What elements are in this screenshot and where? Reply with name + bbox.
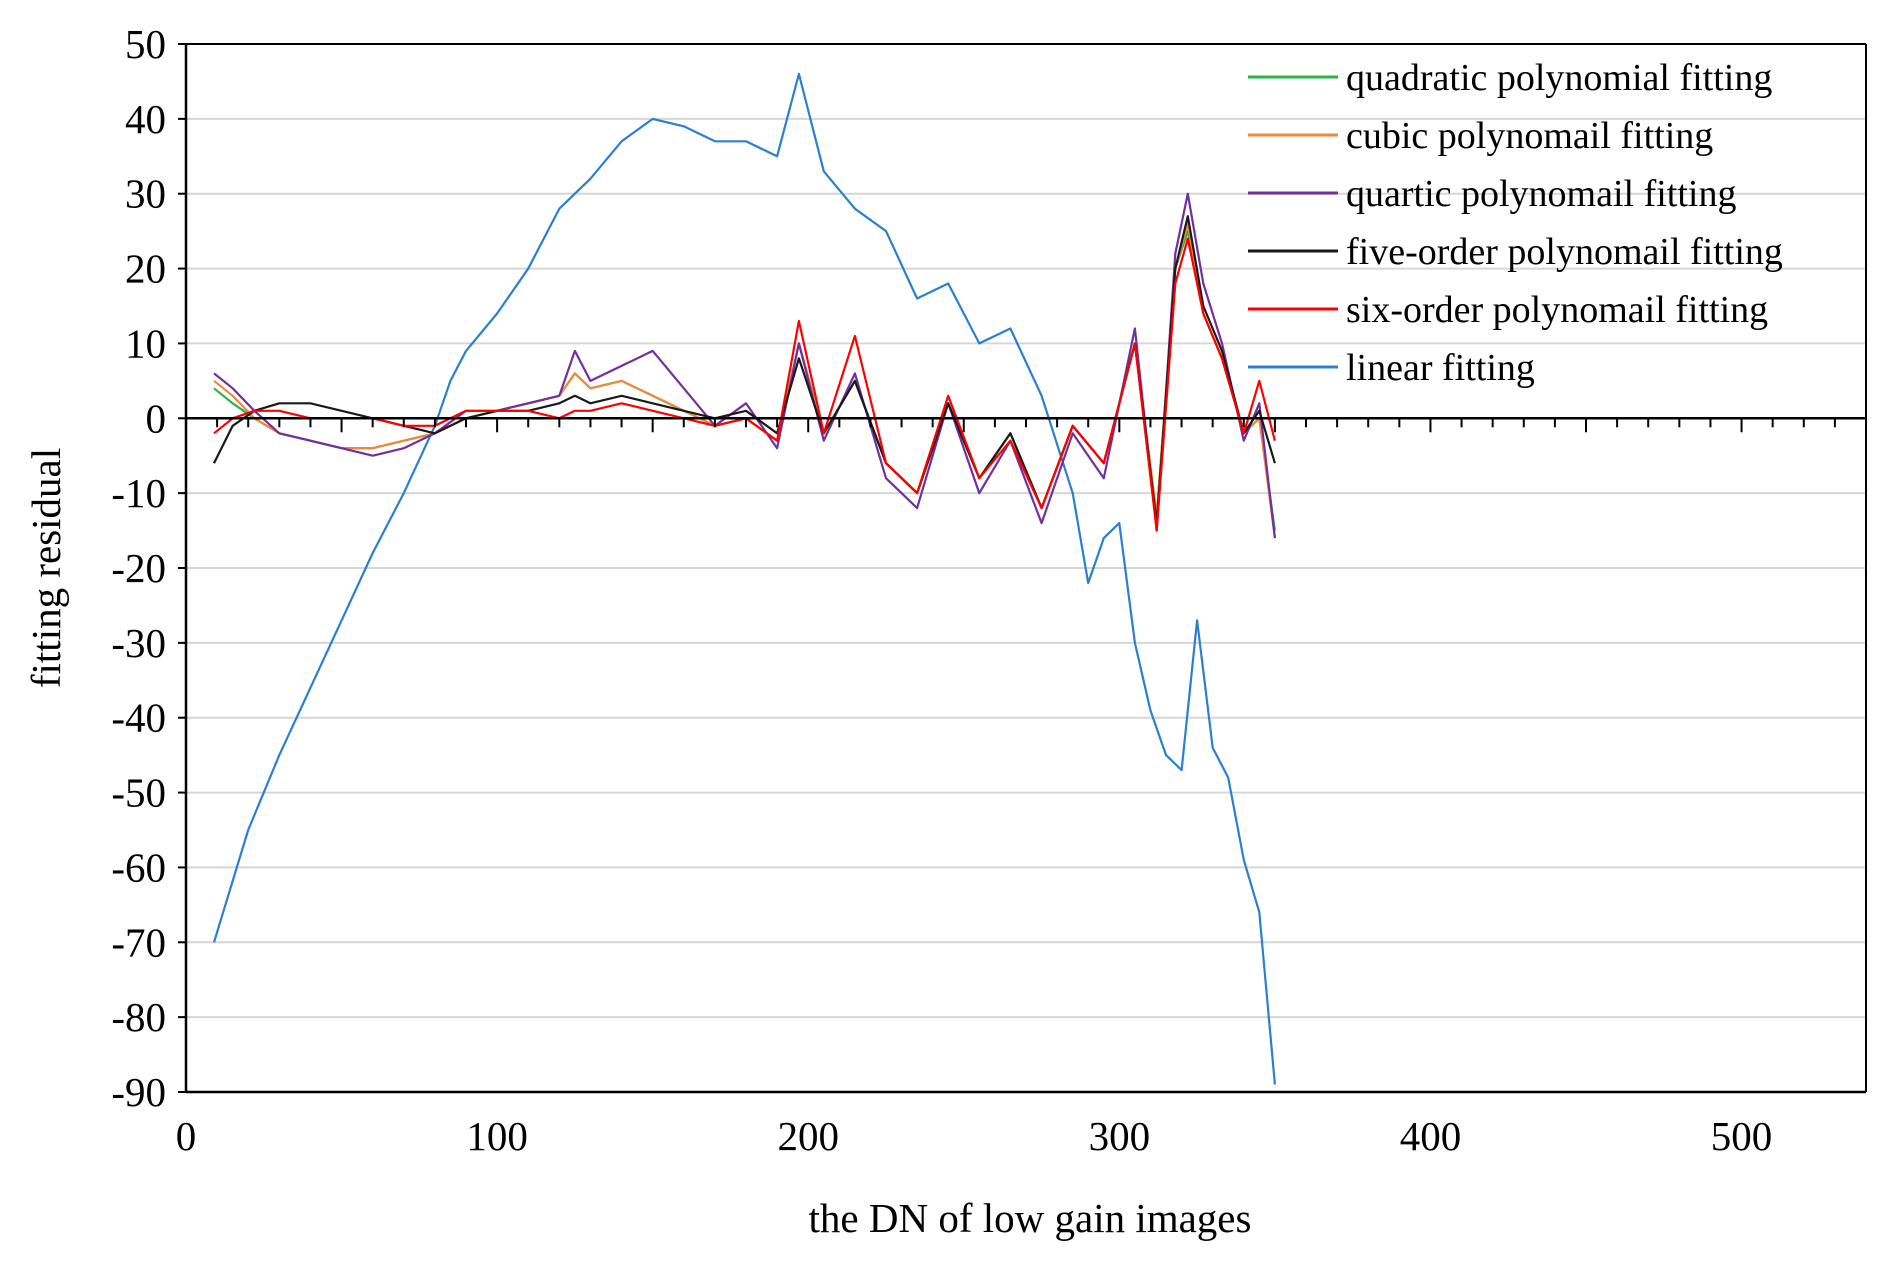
legend-label-five-order-polynomail-fitting: five-order polynomail fitting xyxy=(1346,231,1783,273)
legend-label-quartic-polynomail-fitting: quartic polynomail fitting xyxy=(1346,173,1736,215)
x-tick-label: 200 xyxy=(777,1113,839,1159)
x-axis-title: the DN of low gain images xyxy=(809,1195,1252,1241)
legend: quadratic polynomial fitting cubic polyno… xyxy=(1248,57,1783,389)
x-tick-label: 300 xyxy=(1089,1113,1151,1159)
x-tick-label: 0 xyxy=(176,1113,197,1159)
y-tick-label: -40 xyxy=(111,695,166,741)
y-tick-label: -50 xyxy=(111,770,166,816)
y-tick-label: 50 xyxy=(125,21,166,67)
series-line-six-order-polynomail-fitting xyxy=(213,237,1276,532)
y-tick-label: -30 xyxy=(111,620,166,666)
y-tick-label: -70 xyxy=(111,919,166,965)
legend-label-cubic-polynomail-fitting: cubic polynomail fitting xyxy=(1346,115,1713,157)
y-tick-label: 10 xyxy=(125,320,166,366)
y-axis-title: fitting residual xyxy=(23,448,69,688)
x-tick-label: 400 xyxy=(1400,1113,1462,1159)
y-tick-label: 0 xyxy=(146,395,167,441)
y-tick-label: -60 xyxy=(111,844,166,890)
y-tick-label: 40 xyxy=(125,96,166,142)
legend-label-quadratic-polynomial-fitting: quadratic polynomial fitting xyxy=(1346,57,1772,99)
y-tick-label: -10 xyxy=(111,470,166,516)
grid-lines xyxy=(186,43,1866,1019)
x-tick-label: 100 xyxy=(466,1113,528,1159)
y-tick-label: -90 xyxy=(111,1069,166,1115)
legend-label-six-order-polynomail-fitting: six-order polynomail fitting xyxy=(1346,289,1768,331)
y-tick-label: -80 xyxy=(111,994,166,1040)
y-tick-label: -20 xyxy=(111,545,166,591)
legend-label-linear-fitting: linear fitting xyxy=(1346,347,1535,389)
y-tick-label: 30 xyxy=(125,171,166,217)
x-tick-label: 500 xyxy=(1711,1113,1773,1159)
y-tick-label: 20 xyxy=(125,246,166,292)
axes xyxy=(178,43,1867,1094)
